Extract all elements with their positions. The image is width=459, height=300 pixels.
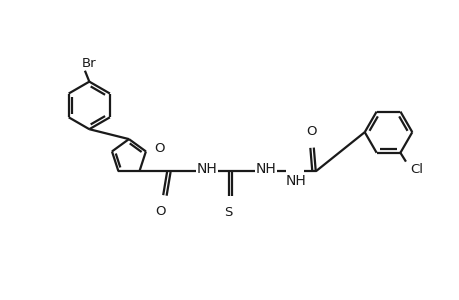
Text: NH: NH xyxy=(196,162,217,176)
Text: NH: NH xyxy=(255,162,276,176)
Text: Br: Br xyxy=(81,57,96,70)
Text: Cl: Cl xyxy=(409,163,422,176)
Text: NH: NH xyxy=(285,174,306,188)
Text: O: O xyxy=(155,205,165,218)
Text: O: O xyxy=(153,142,164,155)
Text: O: O xyxy=(306,125,316,138)
Text: S: S xyxy=(224,206,232,219)
